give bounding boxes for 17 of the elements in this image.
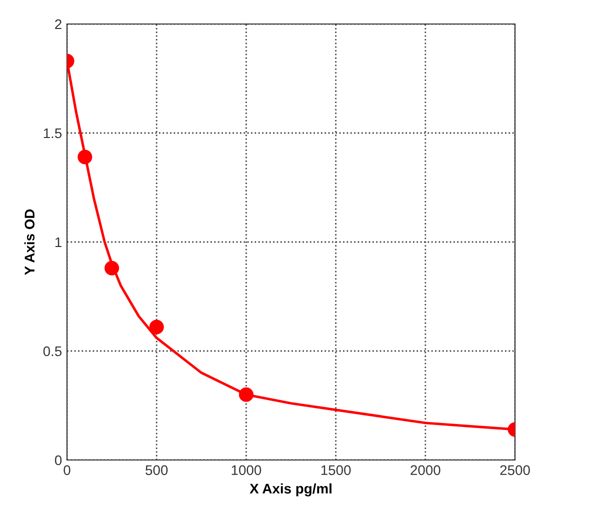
y-tick-label: 1 bbox=[55, 237, 62, 248]
point bbox=[104, 260, 120, 276]
y-tick-label: 1.5 bbox=[44, 128, 62, 138]
x-tick-label: 1000 bbox=[232, 465, 262, 476]
x-tick-label: 2500 bbox=[500, 465, 530, 476]
point bbox=[149, 320, 164, 334]
y-axis-title: Y Axis OD bbox=[24, 209, 35, 275]
point bbox=[238, 387, 254, 402]
y-tick-label: 2 bbox=[55, 19, 62, 30]
x-tick-label: 500 bbox=[146, 465, 168, 476]
x-axis-title: X Axis pg/ml bbox=[250, 483, 332, 496]
y-tick-label: 0 bbox=[54, 455, 62, 466]
x-tick-label: 0 bbox=[64, 465, 70, 476]
point bbox=[78, 150, 92, 164]
y-tick-label: 0.5 bbox=[43, 346, 62, 356]
x-tick-label: 2000 bbox=[410, 465, 440, 476]
x-tick-label: 1500 bbox=[321, 465, 351, 476]
